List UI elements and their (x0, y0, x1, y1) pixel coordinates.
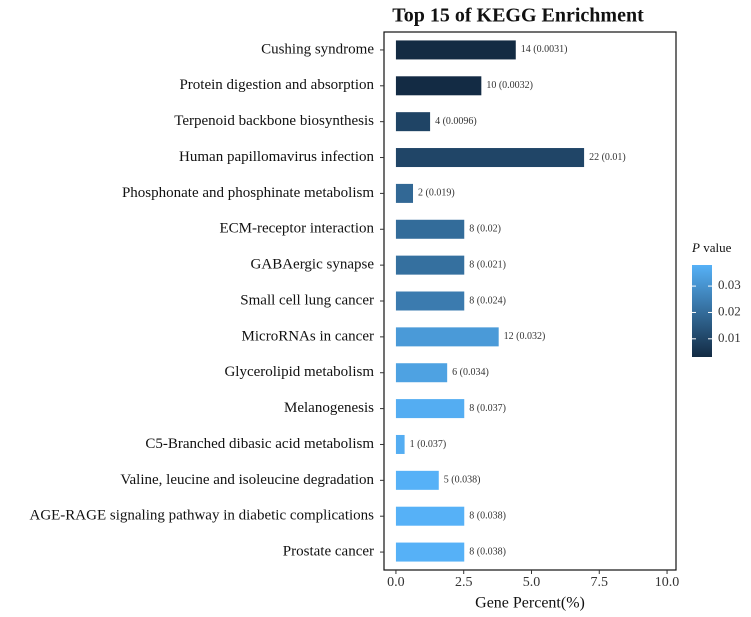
y-tick-label: Small cell lung cancer (240, 292, 374, 308)
bar (395, 470, 439, 490)
y-tick-label: Cushing syndrome (261, 41, 374, 57)
data-label: 22 (0.01) (589, 152, 626, 163)
bar (395, 183, 414, 203)
y-tick-label: MicroRNAs in cancer (242, 328, 374, 344)
bar (395, 291, 465, 311)
data-label: 5 (0.038) (444, 475, 481, 486)
data-label: 4 (0.0096) (435, 116, 477, 127)
data-label: 14 (0.0031) (521, 44, 568, 55)
bar (395, 219, 465, 239)
data-label: 1 (0.037) (410, 439, 447, 450)
x-tick-label: 2.5 (455, 575, 473, 590)
x-tick-label: 7.5 (591, 575, 609, 590)
y-tick-label: Glycerolipid metabolism (224, 364, 374, 380)
bar (395, 255, 465, 275)
data-label: 10 (0.0032) (486, 80, 533, 91)
data-label: 8 (0.024) (469, 295, 506, 306)
y-tick-label: Protein digestion and absorption (179, 77, 374, 93)
y-tick-label: ECM-receptor interaction (219, 221, 374, 237)
legend-title-symbol: P (691, 240, 700, 255)
data-label: 12 (0.032) (504, 331, 546, 342)
bar (395, 506, 465, 526)
y-tick-label: Phosphonate and phosphinate metabolism (122, 185, 374, 201)
legend-title-text: value (703, 240, 731, 255)
bar (395, 363, 448, 383)
data-label: 8 (0.038) (469, 546, 506, 557)
y-tick-label: C5-Branched dibasic acid metabolism (145, 436, 374, 452)
data-label: 2 (0.019) (418, 188, 455, 199)
data-label: 8 (0.02) (469, 224, 501, 235)
y-tick-label: Melanogenesis (284, 400, 374, 416)
bar (395, 148, 585, 168)
data-label: 8 (0.038) (469, 510, 506, 521)
x-tick-label: 0.0 (387, 575, 405, 590)
x-tick-label: 10.0 (655, 575, 680, 590)
y-tick-label: GABAergic synapse (251, 257, 375, 273)
bar (395, 112, 431, 132)
chart-title: Top 15 of KEGG Enrichment (392, 5, 644, 27)
bar (395, 327, 499, 347)
colorbar (692, 265, 712, 357)
x-axis-title: Gene Percent(%) (475, 595, 585, 612)
y-tick-label: Prostate cancer (283, 544, 374, 560)
colorbar-tick-label: 0.02 (718, 303, 741, 318)
y-tick-label: Terpenoid backbone biosynthesis (174, 113, 374, 129)
data-label: 8 (0.037) (469, 403, 506, 414)
colorbar-tick-label: 0.03 (718, 277, 741, 292)
y-tick-label: Valine, leucine and isoleucine degradati… (120, 472, 374, 488)
data-label: 8 (0.021) (469, 259, 506, 270)
colorbar-tick-label: 0.01 (718, 330, 741, 345)
bar (395, 40, 516, 60)
bar (395, 399, 465, 419)
bar (395, 542, 465, 562)
legend-title: P value (691, 240, 732, 255)
data-label: 6 (0.034) (452, 367, 489, 378)
y-tick-label: AGE-RAGE signaling pathway in diabetic c… (29, 508, 374, 524)
bar (395, 76, 482, 96)
y-tick-label: Human papillomavirus infection (179, 149, 374, 165)
x-tick-label: 5.0 (523, 575, 541, 590)
bar (395, 434, 405, 454)
